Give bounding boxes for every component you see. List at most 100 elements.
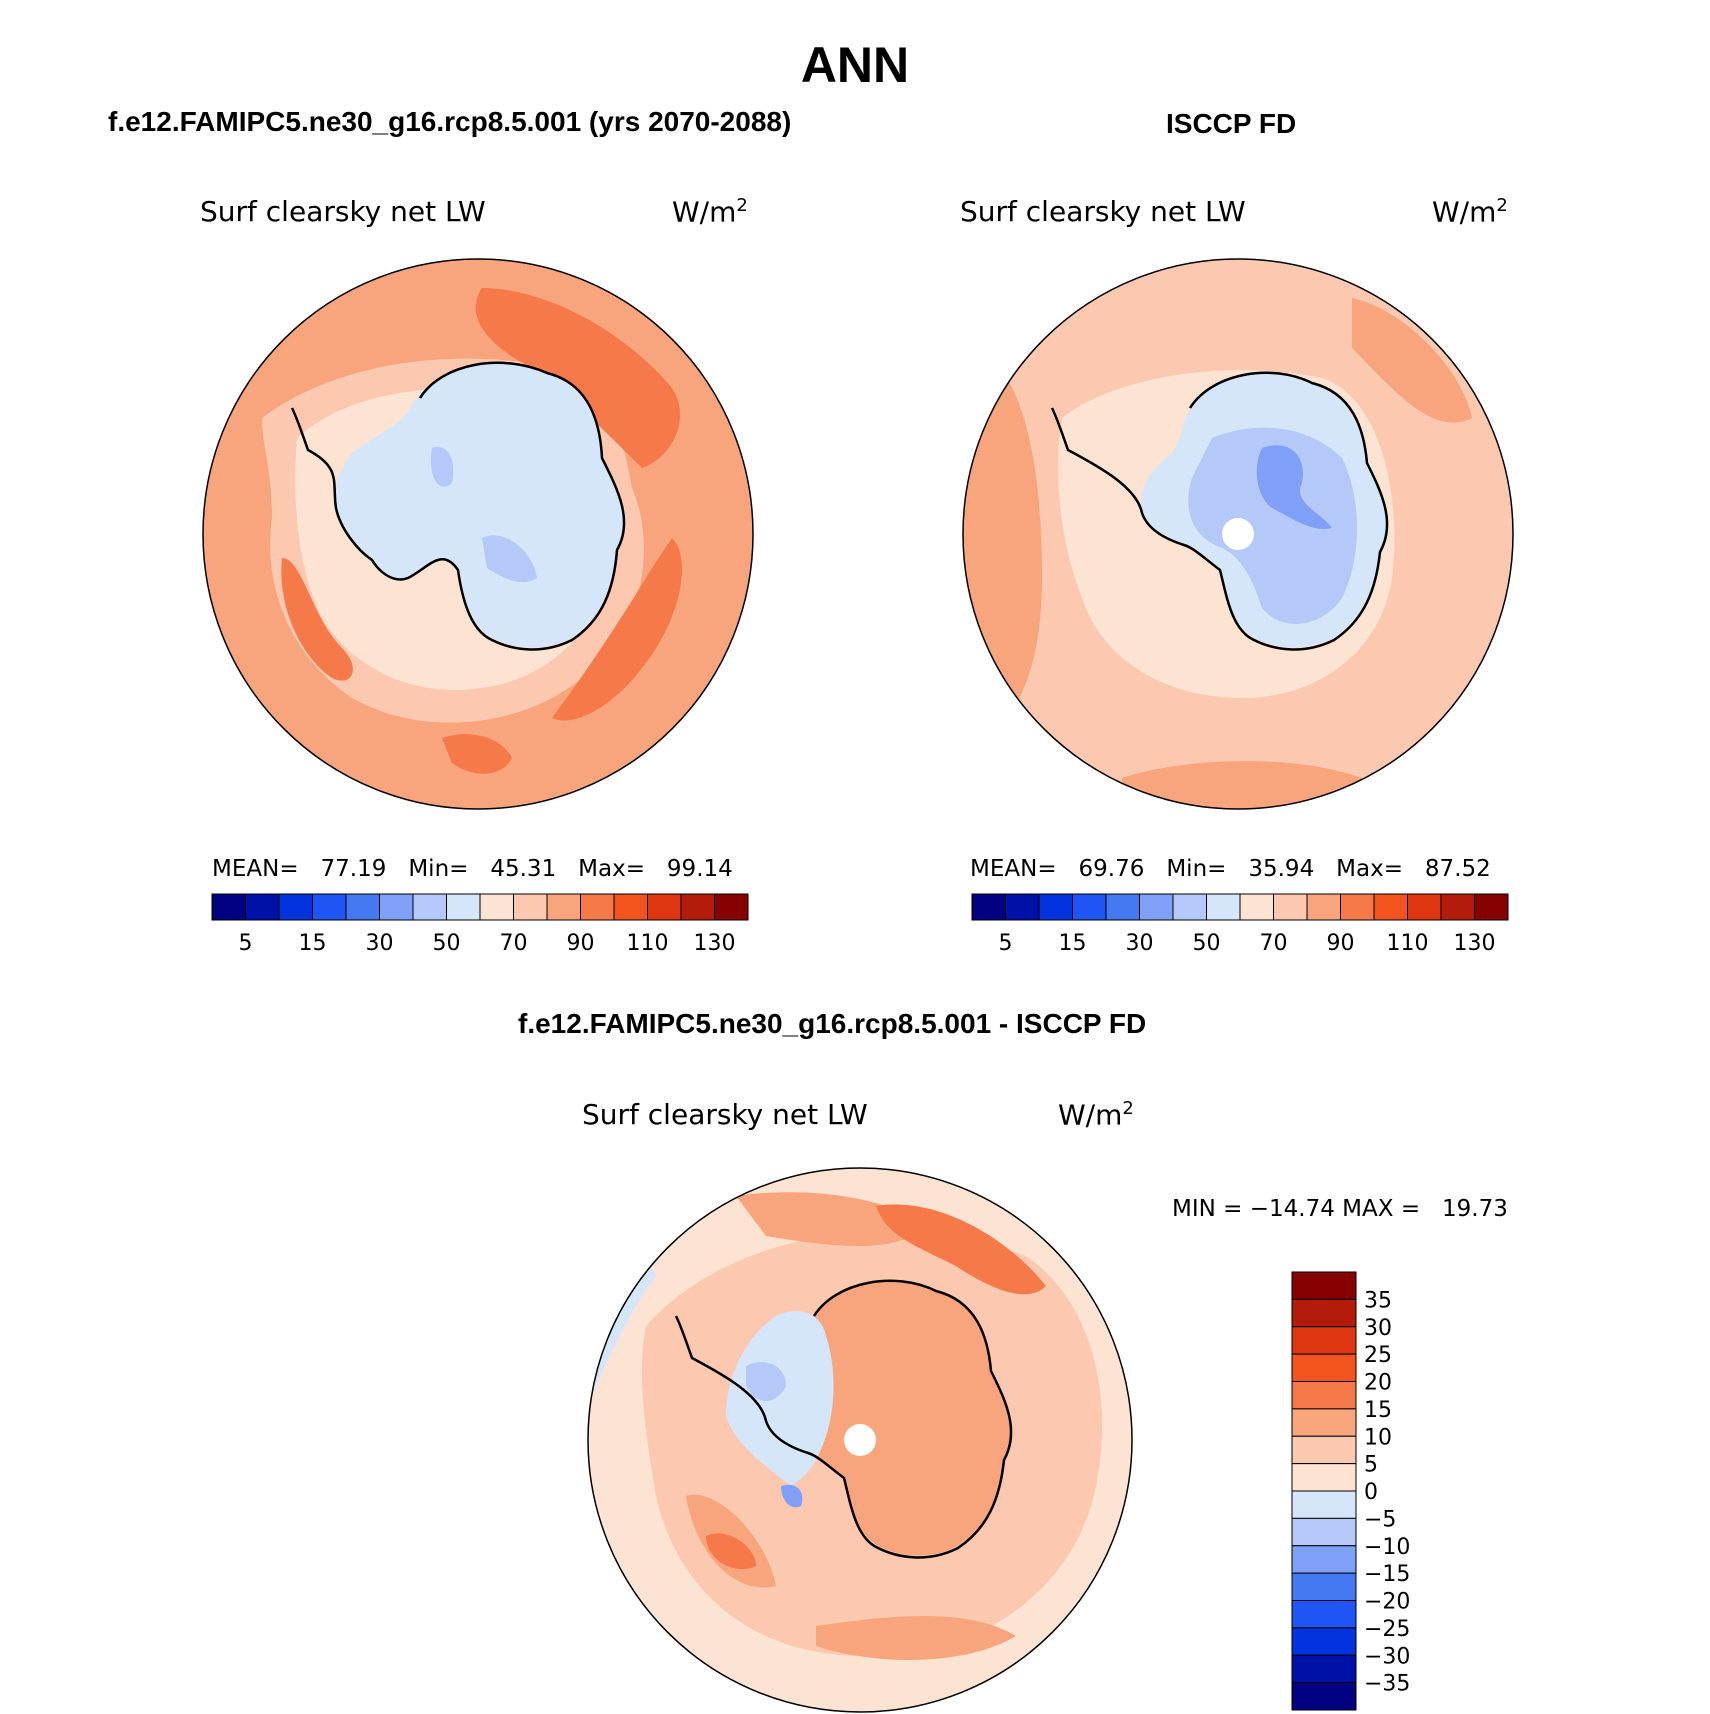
obs-variable-label: Surf clearsky net LW xyxy=(960,195,1246,228)
colorbar-tick-label: 130 xyxy=(1454,931,1496,956)
colorbar-tick-label: 10 xyxy=(1364,1425,1392,1450)
colorbar-cell xyxy=(1291,1490,1357,1519)
colorbar-tick-label: 5 xyxy=(1364,1453,1378,1478)
model-map-continent-interior xyxy=(335,362,624,648)
colorbar-cell xyxy=(1291,1654,1357,1684)
colorbar-cell xyxy=(1072,893,1107,921)
colorbar-cell xyxy=(1306,893,1341,921)
obs-case-title: ISCCP FD xyxy=(1166,108,1297,139)
colorbar-tick-label: 70 xyxy=(1260,931,1288,956)
colorbar-cell xyxy=(345,893,380,921)
diff-map-warm-sw-core xyxy=(706,1533,756,1570)
model-case-title: f.e12.FAMIPC5.ne30_g16.rcp8.5.001 (yrs 2… xyxy=(108,106,792,137)
diff-map-warm-s xyxy=(816,1616,1016,1660)
obs-map-pole-mask xyxy=(1222,518,1254,550)
colorbar-cell xyxy=(1239,893,1274,921)
colorbar-tick-label: 15 xyxy=(1364,1398,1392,1423)
colorbar-tick-label: −5 xyxy=(1364,1507,1396,1532)
colorbar-cell xyxy=(1291,1326,1357,1355)
colorbar-cell xyxy=(1291,1298,1357,1328)
colorbar-tick-label: 50 xyxy=(433,931,461,956)
colorbar-cell xyxy=(546,893,581,921)
colorbar-tick-label: 70 xyxy=(500,931,528,956)
obs-map-cold-region xyxy=(1188,427,1357,625)
colorbar-cell xyxy=(647,893,682,921)
colorbar-tick-label: −35 xyxy=(1364,1672,1410,1697)
colorbar-tick-label: 25 xyxy=(1364,1343,1392,1368)
diff-stats: MIN = −14.74 MAX = 19.73 xyxy=(1172,1196,1508,1222)
colorbar-tick-label: 90 xyxy=(567,931,595,956)
diff-map-pole-mask xyxy=(844,1424,876,1456)
colorbar-cell xyxy=(1474,893,1509,921)
colorbar-cell xyxy=(1291,1435,1357,1465)
colorbar-cell xyxy=(1440,893,1475,921)
colorbar-cell xyxy=(1291,1572,1357,1601)
diff-map-cool-core xyxy=(746,1362,786,1401)
colorbar-cell xyxy=(1105,893,1140,921)
colorbar-cell xyxy=(1291,1408,1357,1437)
obs-stats: MEAN= 69.76 Min= 35.94 Max= 87.52 xyxy=(970,856,1491,882)
colorbar-cell xyxy=(1273,893,1308,921)
colorbar-tick-label: 5 xyxy=(239,931,253,956)
colorbar-tick-label: 5 xyxy=(999,931,1013,956)
colorbar-tick-label: 50 xyxy=(1193,931,1221,956)
colorbar-cell xyxy=(1373,893,1408,921)
colorbar-cell xyxy=(1291,1545,1357,1574)
colorbar-tick-label: 20 xyxy=(1364,1371,1392,1396)
colorbar-cell xyxy=(680,893,715,921)
colorbar-cell xyxy=(714,893,749,921)
colorbar-cell xyxy=(1291,1600,1357,1629)
colorbar-tick-label: 110 xyxy=(627,931,669,956)
colorbar-cell xyxy=(971,893,1006,921)
colorbar-tick-label: 30 xyxy=(1126,931,1154,956)
model-units-label: W/m2 xyxy=(672,195,748,229)
model-map-warm-region-se xyxy=(552,538,682,721)
colorbar-cell xyxy=(1291,1381,1357,1410)
colorbar-cell xyxy=(1407,893,1442,921)
diff-map-coastline xyxy=(674,1279,1013,1559)
page-title: ANN xyxy=(800,37,910,93)
model-map-boundary xyxy=(202,258,754,810)
colorbar-cell xyxy=(1291,1271,1357,1300)
model-polar-map xyxy=(202,258,754,810)
colorbar-cell xyxy=(1291,1627,1357,1656)
obs-colorbar: 5 15 30 50 70 90 110 130 xyxy=(971,893,1509,956)
model-map-warm-region-s xyxy=(442,734,512,774)
model-map-cold-region xyxy=(482,535,537,583)
diff-polar-map xyxy=(587,1167,1133,1713)
colorbar-tick-label: −15 xyxy=(1364,1562,1410,1587)
colorbar-cell xyxy=(1291,1517,1357,1547)
colorbar-tick-label: 35 xyxy=(1364,1288,1392,1313)
obs-polar-map xyxy=(962,258,1514,810)
colorbar-cell xyxy=(446,893,481,921)
diff-units-label: W/m2 xyxy=(1058,1098,1134,1132)
colorbar-tick-label: −20 xyxy=(1364,1590,1410,1615)
obs-map-coldest-region xyxy=(1256,445,1332,529)
colorbar-cell xyxy=(245,893,280,921)
colorbar-cell xyxy=(1291,1463,1357,1492)
colorbar-tick-label: 15 xyxy=(1059,931,1087,956)
diff-map-warm-ne xyxy=(876,1204,1046,1295)
colorbar-cell xyxy=(379,893,414,921)
colorbar-cell xyxy=(1206,893,1241,921)
obs-map-warm-region-ne xyxy=(1352,298,1472,423)
colorbar-tick-label: 130 xyxy=(694,931,736,956)
obs-map-warm-region-s xyxy=(1122,761,1362,809)
colorbar-cell xyxy=(513,893,548,921)
obs-units-label: W/m2 xyxy=(1432,195,1508,229)
colorbar-tick-label: 15 xyxy=(299,931,327,956)
colorbar-cell xyxy=(312,893,347,921)
colorbar-tick-label: −10 xyxy=(1364,1535,1410,1560)
colorbar-cell xyxy=(412,893,447,921)
colorbar-cell xyxy=(1172,893,1207,921)
colorbar-cell xyxy=(479,893,514,921)
model-map-coastline xyxy=(290,361,626,651)
colorbar-cell xyxy=(1291,1353,1357,1382)
colorbar-cell xyxy=(278,893,313,921)
colorbar-cell xyxy=(211,893,246,921)
colorbar-cell xyxy=(1005,893,1040,921)
colorbar-tick-label: −30 xyxy=(1364,1644,1410,1669)
diff-variable-label: Surf clearsky net LW xyxy=(582,1098,868,1131)
model-map-warm-region-w xyxy=(281,558,353,681)
